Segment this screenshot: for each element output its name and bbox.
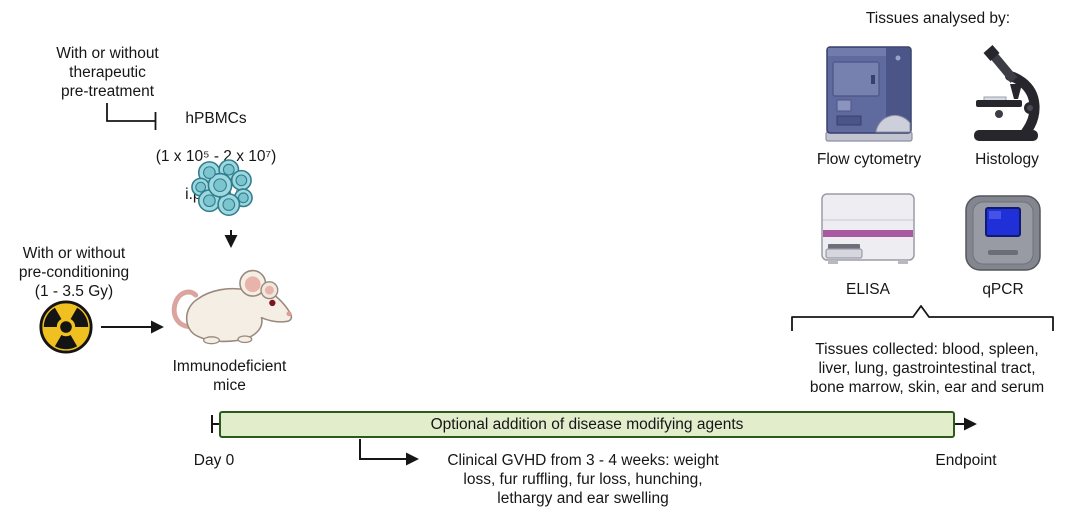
hpbmcs-cells-illustration [191,159,253,217]
qpcr-machine-illustration [965,195,1041,271]
pretreatment-connector [106,103,155,122]
instrument-label-elisa: ELISA [846,281,890,298]
hpbmcs-title: hPBMCs [185,110,247,127]
timeline-bar: Optional addition of disease modifying a… [219,411,955,438]
mouse-ear2-inner [264,285,274,295]
mouse-ear-inner [244,276,261,293]
endpoint-label: Endpoint [935,452,997,469]
hpbmcs-dose: (1 x 10⁵ - 2 x 10⁷) [155,148,277,165]
mice-label: Immunodeficient mice [172,358,287,394]
elisa-reader-illustration [821,193,915,264]
mouse-eye [269,299,276,307]
tissues-collected-note: Tissues collected: blood, spleen, liver,… [809,341,1045,396]
microscope-illustration [974,45,1040,141]
preconditioning-note: With or without pre-conditioning (1 - 3.… [18,245,130,300]
clinical-note: Clinical GVHD from 3 - 4 weeks: weight l… [447,452,719,507]
instrument-label-histology: Histology [975,151,1039,168]
radiation-hazard-icon [39,300,93,354]
instrument-label-flow-cytometry: Flow cytometry [816,151,922,168]
mouse-rear-foot [202,336,220,345]
mouse-tail [171,289,199,329]
tissues-analysed-title: Tissues analysed by: [865,10,1011,27]
mouse-illustration [171,269,293,345]
clinical-branch-arrow [359,439,419,466]
mouse-front-foot [237,335,253,344]
tissues-brace [791,305,1054,331]
mouse-nose [286,311,292,317]
instrument-label-qpcr: qPCR [982,281,1024,298]
elisa-stripe [823,230,913,237]
flow-cytometer-illustration [825,46,913,142]
timeline-bar-label: Optional addition of disease modifying a… [430,415,744,433]
pretreatment-note: With or without therapeutic pre-treatmen… [56,45,159,100]
day0-label: Day 0 [193,452,235,469]
